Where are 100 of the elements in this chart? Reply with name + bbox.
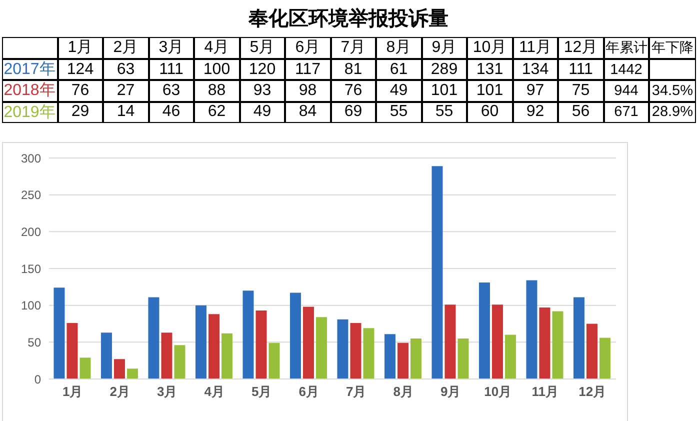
category-label: 12月 <box>564 39 598 56</box>
category-label: 5月 <box>250 39 275 56</box>
data-label: 56 <box>572 103 590 121</box>
bar <box>432 166 443 379</box>
bar <box>586 324 598 379</box>
data-label: 76 <box>71 82 90 100</box>
x-tick-label: 12月 <box>578 384 606 400</box>
data-label: 101 <box>430 82 458 100</box>
data-label: 55 <box>435 103 454 121</box>
data-label: 117 <box>294 60 320 78</box>
bar <box>161 332 172 379</box>
data-label: 61 <box>390 60 408 78</box>
data-label: 120 <box>248 60 276 78</box>
bar <box>337 319 348 379</box>
data-label: 111 <box>159 60 184 78</box>
bar <box>350 323 362 379</box>
bar <box>221 333 232 379</box>
data-label: 97 <box>526 82 544 100</box>
data-label: 63 <box>162 82 180 100</box>
data-label: 101 <box>476 82 504 100</box>
x-tick-label: 4月 <box>204 384 224 400</box>
data-label: 62 <box>208 103 226 121</box>
text: 年下降 <box>652 38 694 57</box>
data-label: 134 <box>522 60 549 78</box>
bar <box>148 297 160 379</box>
category-label: 1月 <box>68 39 93 56</box>
bar <box>54 288 65 379</box>
bar <box>316 317 327 379</box>
text: 2017年 <box>4 59 56 80</box>
bar <box>268 342 280 379</box>
bar <box>478 282 490 379</box>
data-label: 27 <box>116 82 135 100</box>
chart-title: 奉化区环境举报投诉量 <box>248 8 448 30</box>
x-tick-label: 8月 <box>393 384 414 400</box>
text: 28.9% <box>652 104 693 120</box>
category-label: 11月 <box>518 39 552 56</box>
bar <box>174 345 186 379</box>
data-label: 84 <box>298 103 317 121</box>
bar <box>290 292 301 379</box>
bar <box>114 359 125 379</box>
category-label: 8月 <box>386 39 412 56</box>
bar <box>242 290 254 379</box>
y-tick-label: 150 <box>20 262 42 276</box>
x-tick-label: 3月 <box>157 384 178 400</box>
bar <box>410 338 422 379</box>
category-label: 10月 <box>472 39 507 56</box>
data-label: 131 <box>476 60 504 78</box>
data-label: 88 <box>208 82 226 100</box>
x-tick-label: 9月 <box>440 384 461 400</box>
y-tick-label: 100 <box>20 298 42 313</box>
data-label: 69 <box>344 103 362 121</box>
y-tick-label: 250 <box>20 188 42 202</box>
x-tick-label: 2月 <box>110 384 130 400</box>
category-label: 4月 <box>204 39 230 56</box>
bar <box>492 304 503 379</box>
x-tick-label: 10月 <box>484 384 512 400</box>
data-label: 81 <box>344 60 362 78</box>
data-label: 289 <box>430 60 458 78</box>
data-label: 75 <box>572 82 590 100</box>
bar <box>100 332 112 379</box>
data-label: 60 <box>480 103 499 121</box>
text: 34.5% <box>652 82 693 99</box>
bar <box>384 334 396 379</box>
bar <box>195 305 206 379</box>
y-tick-label: 0 <box>34 372 42 386</box>
text: 944 <box>614 82 638 99</box>
data-label: 49 <box>253 103 272 121</box>
bar <box>526 280 538 379</box>
data-label: 124 <box>66 60 94 78</box>
y-tick-label: 50 <box>28 335 42 350</box>
bar <box>573 297 584 379</box>
x-tick-label: 7月 <box>346 384 366 400</box>
data-label: 93 <box>253 82 272 100</box>
text: 2019年 <box>4 102 56 122</box>
data-label: 14 <box>116 103 135 121</box>
text: 671 <box>614 104 638 120</box>
bar <box>504 334 516 379</box>
data-label: 111 <box>568 60 593 78</box>
x-tick-label: 5月 <box>252 384 272 400</box>
bar <box>66 323 78 379</box>
bar <box>80 358 91 379</box>
bar <box>444 304 456 379</box>
bar <box>458 338 469 379</box>
bar <box>208 314 220 379</box>
category-label: 7月 <box>340 39 366 56</box>
data-label: 100 <box>203 60 230 78</box>
bar <box>302 306 314 379</box>
data-label: 46 <box>162 103 180 121</box>
text: 2018年 <box>4 80 56 102</box>
category-label: 9月 <box>432 39 457 56</box>
data-label: 92 <box>526 103 544 121</box>
y-tick-label: 200 <box>20 224 42 239</box>
y-tick-label: 300 <box>20 151 42 166</box>
text: 年累计 <box>605 38 648 57</box>
category-label: 3月 <box>158 39 184 56</box>
bar <box>126 368 138 379</box>
bar <box>539 308 550 379</box>
bar <box>552 311 564 379</box>
data-label: 98 <box>298 82 317 100</box>
data-label: 49 <box>390 82 408 100</box>
